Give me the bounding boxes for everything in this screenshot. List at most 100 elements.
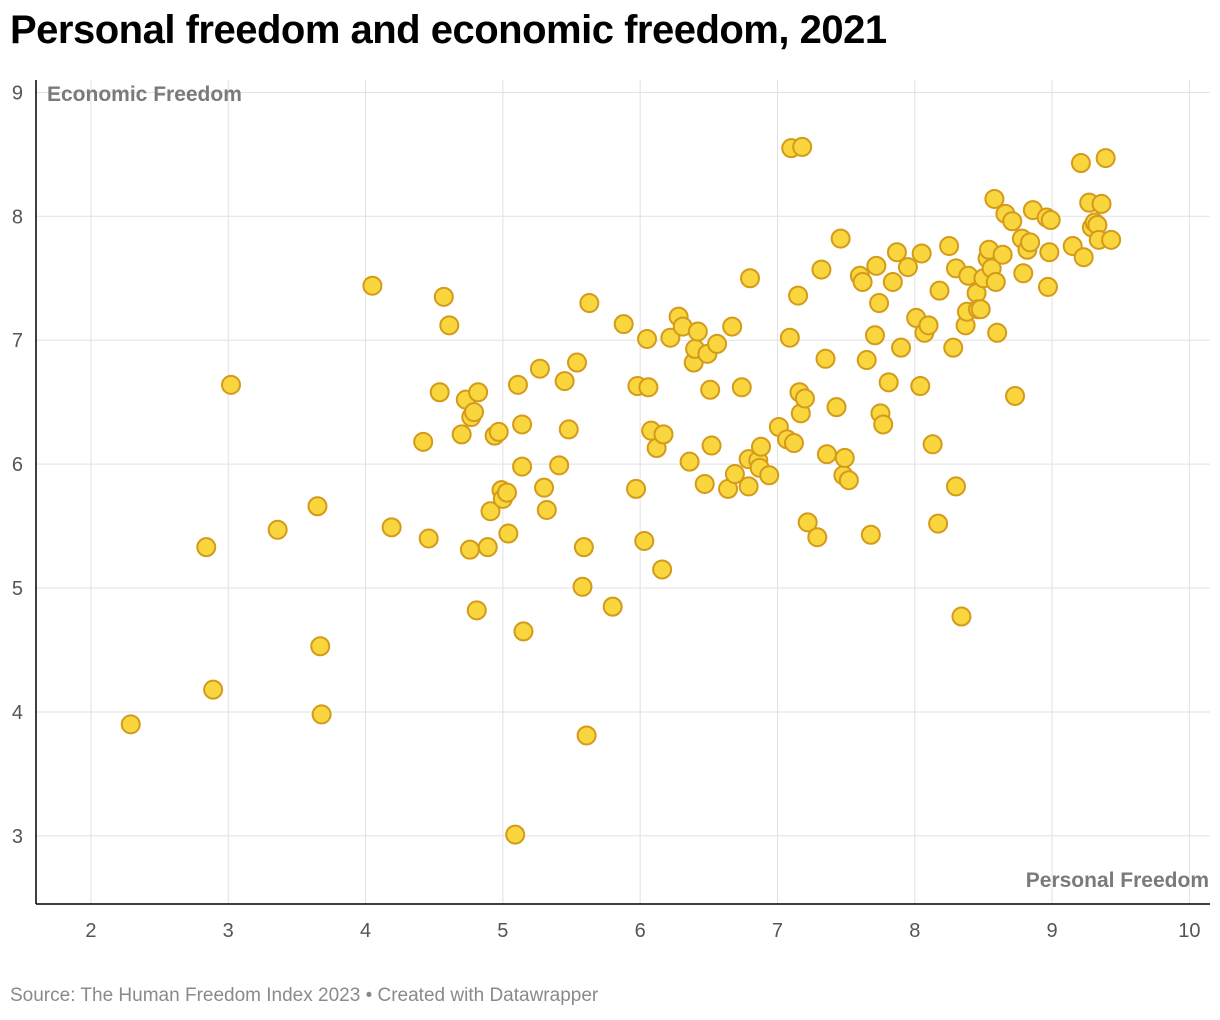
data-point — [985, 271, 1006, 292]
data-point — [488, 421, 509, 442]
data-point — [852, 271, 873, 292]
data-point — [549, 455, 570, 476]
x-tick-label: 8 — [909, 920, 920, 942]
data-point — [1040, 210, 1061, 231]
data-point — [891, 337, 912, 358]
data-point — [738, 476, 759, 497]
x-axis-title: Personal Freedom — [1026, 869, 1209, 892]
data-point — [882, 271, 903, 292]
data-point — [830, 228, 851, 249]
y-tick-label: 4 — [12, 702, 23, 724]
data-point — [1091, 193, 1112, 214]
data-point — [788, 285, 809, 306]
data-point — [529, 358, 550, 379]
data-point — [634, 530, 655, 551]
data-point — [945, 476, 966, 497]
data-point — [310, 636, 331, 657]
data-point — [534, 477, 555, 498]
data-point — [613, 314, 634, 335]
data-point — [740, 268, 761, 289]
data-point — [554, 371, 575, 392]
data-point — [1039, 242, 1060, 263]
data-point — [779, 327, 800, 348]
data-point — [759, 465, 780, 486]
chart-title: Personal freedom and economic freedom, 2… — [10, 8, 887, 52]
data-point — [468, 382, 489, 403]
data-point — [512, 414, 533, 435]
data-point — [1101, 229, 1122, 250]
data-point — [653, 424, 674, 445]
data-point — [507, 374, 528, 395]
data-point — [439, 315, 460, 336]
data-point — [203, 679, 224, 700]
data-point — [1020, 232, 1041, 253]
y-tick-label: 5 — [12, 578, 23, 600]
tick-labels: 2 3 4 5 6 7 8 9 10 3 4 5 6 7 8 9 — [12, 82, 1201, 942]
data-point — [660, 327, 681, 348]
data-point — [701, 435, 722, 456]
data-point — [572, 576, 593, 597]
x-tick-label: 3 — [223, 920, 234, 942]
data-point — [873, 414, 894, 435]
data-point — [816, 444, 837, 465]
data-point — [652, 559, 673, 580]
data-point — [886, 242, 907, 263]
data-point — [922, 434, 943, 455]
data-point — [480, 501, 501, 522]
y-tick-label: 8 — [12, 206, 23, 228]
data-point — [679, 451, 700, 472]
data-point — [866, 255, 887, 276]
data-point — [951, 606, 972, 627]
data-point — [413, 431, 434, 452]
data-point — [860, 524, 881, 545]
data-point — [918, 315, 939, 336]
data-point — [724, 464, 745, 485]
data-point — [856, 350, 877, 371]
data-point — [451, 424, 472, 445]
data-point — [626, 478, 647, 499]
x-tick-label: 7 — [772, 920, 783, 942]
data-point — [731, 377, 752, 398]
data-point — [536, 499, 557, 520]
data-point — [466, 600, 487, 621]
data-point — [700, 379, 721, 400]
data-point — [505, 824, 526, 845]
y-tick-label: 3 — [12, 826, 23, 848]
data-point — [558, 419, 579, 440]
data-point — [637, 328, 658, 349]
data-point — [307, 496, 328, 517]
data-point — [1070, 153, 1091, 174]
data-point — [838, 470, 859, 491]
data-point — [783, 433, 804, 454]
data-point — [1005, 385, 1026, 406]
data-point — [429, 382, 450, 403]
data-point — [987, 322, 1008, 343]
data-point — [929, 280, 950, 301]
data-point — [792, 136, 813, 157]
y-tick-label: 6 — [12, 454, 23, 476]
x-tick-label: 2 — [85, 920, 96, 942]
data-point — [418, 528, 439, 549]
y-tick-label: 9 — [12, 82, 23, 104]
data-point — [722, 316, 743, 337]
data-point — [220, 374, 241, 395]
data-point — [579, 293, 600, 314]
data-point — [811, 259, 832, 280]
data-point — [1002, 211, 1023, 232]
data-point — [984, 188, 1005, 209]
data-point — [602, 596, 623, 617]
x-tick-label: 10 — [1178, 920, 1200, 942]
data-point — [694, 473, 715, 494]
y-tick-label: 7 — [12, 330, 23, 352]
data-point — [576, 725, 597, 746]
data-point — [992, 244, 1013, 265]
data-point — [477, 537, 498, 558]
data-point — [970, 299, 991, 320]
x-tick-label: 6 — [635, 920, 646, 942]
data-point — [573, 537, 594, 558]
data-point — [512, 456, 533, 477]
x-tick-label: 5 — [497, 920, 508, 942]
data-point — [707, 333, 728, 354]
data-point — [911, 243, 932, 264]
data-point — [794, 388, 815, 409]
